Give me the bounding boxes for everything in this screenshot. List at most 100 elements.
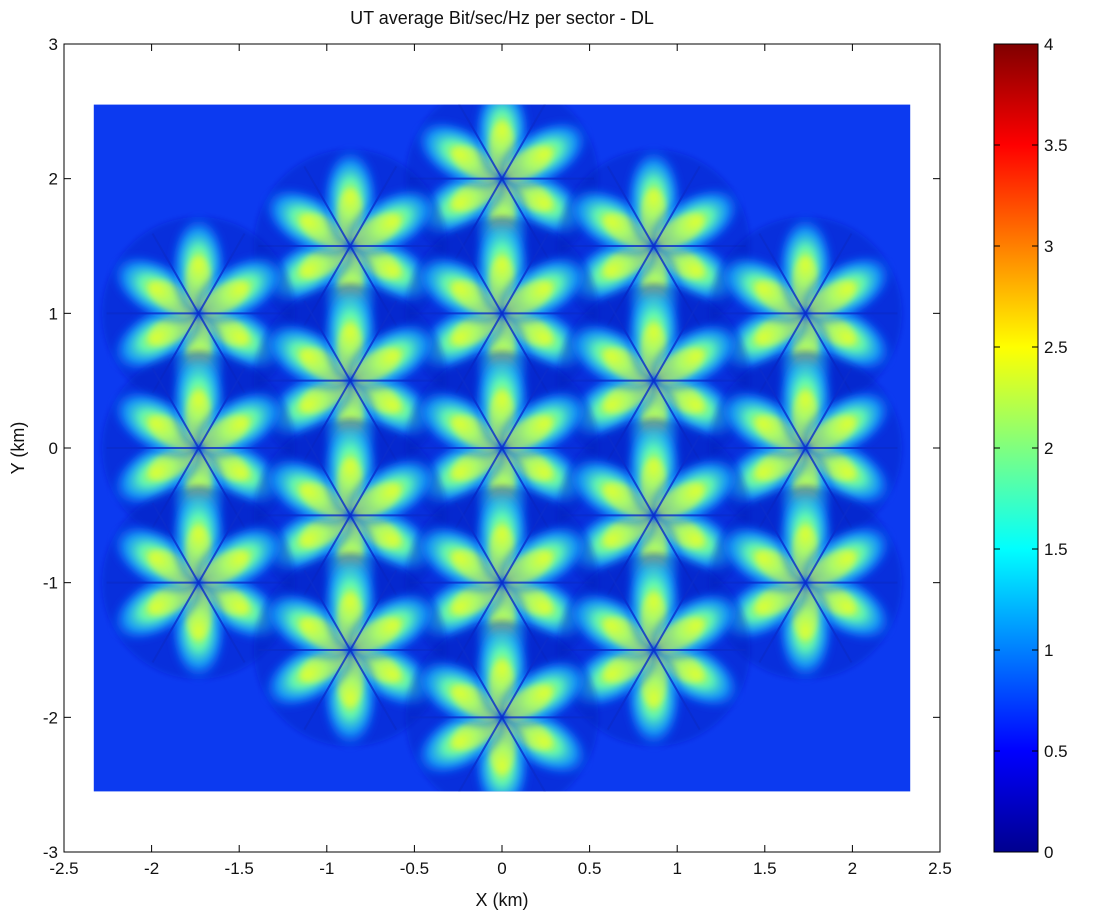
sector-lobe <box>344 185 440 259</box>
sector-boundary <box>455 637 503 718</box>
y-axis-label: Y (km) <box>8 422 28 475</box>
x-axis-label: X (km) <box>476 890 529 910</box>
sector-boundary <box>652 569 701 651</box>
sector-boundary <box>804 502 853 584</box>
x-tick-label: 0 <box>497 859 506 878</box>
y-tick-label: 1 <box>49 304 58 323</box>
sector-lobe <box>495 656 592 731</box>
sector-boundary <box>606 649 655 731</box>
sector-boundary <box>758 367 807 449</box>
y-axis-ticks: -3 -2 -1 0 1 2 3 <box>43 35 940 862</box>
colorbar-tick-label: 1 <box>1044 641 1053 660</box>
x-tick-label: -1.5 <box>225 859 254 878</box>
sector-boundary <box>197 233 246 314</box>
colorbar-tick-label: 2 <box>1044 439 1053 458</box>
sector-boundary <box>349 165 398 247</box>
sector-boundary <box>652 300 701 382</box>
sector-lobe <box>647 185 744 259</box>
sector-boundary <box>606 435 655 516</box>
sector-boundary <box>303 649 352 731</box>
colorbar-tick-label: 4 <box>1044 35 1053 54</box>
sector-lobe <box>647 454 744 529</box>
y-tick-label: 0 <box>49 439 58 458</box>
y-tick-label: 3 <box>49 35 58 54</box>
colorbar-tick-label: 3 <box>1044 237 1053 256</box>
heatmap-layer <box>102 104 902 792</box>
site-6 <box>709 212 902 415</box>
sector-boundary <box>758 233 807 314</box>
sector-lobe <box>647 589 744 663</box>
sector-boundary <box>804 367 853 449</box>
sector-boundary <box>606 300 655 382</box>
sector-lobe <box>647 319 744 394</box>
sector-boundary <box>151 233 200 314</box>
colorbar-tick-label: 2.5 <box>1044 338 1068 357</box>
sector-boundary <box>758 582 807 663</box>
y-tick-label: 2 <box>49 170 58 189</box>
sector-boundary <box>501 104 546 180</box>
sector-boundary <box>349 569 398 651</box>
sector-lobe <box>495 117 592 192</box>
sector-boundary <box>303 569 352 651</box>
colorbar-tick-label: 0 <box>1044 843 1053 862</box>
x-tick-label: -2.5 <box>49 859 78 878</box>
sector-boundary <box>758 502 807 584</box>
chart-title: UT average Bit/sec/Hz per sector - DL <box>350 8 654 28</box>
sector-boundary <box>455 367 503 449</box>
sector-boundary <box>501 716 546 792</box>
sector-boundary <box>501 367 549 449</box>
site-4 <box>102 212 295 415</box>
sector-lobe <box>344 454 440 529</box>
sector-lobe <box>799 521 896 596</box>
sector-boundary <box>501 233 549 314</box>
y-tick-label: -1 <box>43 574 58 593</box>
sector-lobe <box>799 387 896 461</box>
site-18 <box>557 549 751 751</box>
y-tick-label: -3 <box>43 843 58 862</box>
colorbar-tick-label: 3.5 <box>1044 136 1068 155</box>
sector-boundary <box>151 502 200 584</box>
sector-lobe <box>495 521 592 596</box>
sector-boundary <box>458 716 503 792</box>
sector-boundary <box>652 435 701 516</box>
colorbar-tick-label: 0.5 <box>1044 742 1068 761</box>
sector-boundary <box>606 165 655 247</box>
sector-boundary <box>804 233 853 314</box>
x-tick-label: 0.5 <box>578 859 602 878</box>
sector-boundary <box>652 649 701 731</box>
sector-boundary <box>349 435 398 516</box>
x-tick-label: 2 <box>848 859 857 878</box>
sector-boundary <box>303 165 352 247</box>
site-17 <box>253 549 447 751</box>
sector-boundary <box>501 637 549 718</box>
sector-lobe <box>799 252 896 327</box>
x-tick-label: 1.5 <box>753 859 777 878</box>
site-16 <box>709 481 902 684</box>
sector-boundary <box>458 104 503 180</box>
sector-lobe <box>495 252 592 327</box>
sector-boundary <box>303 435 352 516</box>
sector-lobe <box>192 252 289 327</box>
sector-boundary <box>303 300 352 382</box>
sector-boundary <box>804 582 853 663</box>
sector-boundary <box>455 233 503 314</box>
site-10 <box>405 347 599 549</box>
sector-lobe <box>495 387 592 461</box>
sector-lobe <box>192 521 289 596</box>
x-tick-label: -0.5 <box>400 859 429 878</box>
sector-boundary <box>151 367 200 449</box>
colorbar-tick-label: 1.5 <box>1044 540 1068 559</box>
y-tick-label: -2 <box>43 708 58 727</box>
sector-boundary <box>151 582 200 663</box>
sector-boundary <box>501 502 549 584</box>
site-19 <box>405 616 599 792</box>
sector-lobe <box>344 589 440 663</box>
x-tick-label: 2.5 <box>928 859 952 878</box>
sector-boundary <box>455 502 503 584</box>
sector-boundary <box>197 502 246 584</box>
sector-boundary <box>349 649 398 731</box>
x-tick-label: -1 <box>319 859 334 878</box>
colorbar-ticks: 0 0.5 1 1.5 2 2.5 3 3.5 4 <box>994 35 1068 862</box>
sector-boundary <box>197 367 246 449</box>
